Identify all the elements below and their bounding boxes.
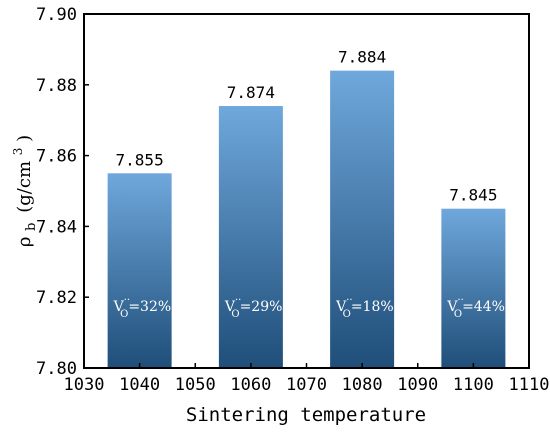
y-tick-label-7.86: 7.86 [36,147,77,167]
data-labels: 7.855 7.874 7.884 7.845 [116,48,498,205]
y-axis-subscript: b [24,222,39,230]
x-tick-label-1060: 1060 [230,375,271,395]
y-axis-unit-superscript: 3 [11,148,25,156]
x-axis-title: Sintering temperature [186,404,426,426]
bar-1100 [441,208,506,368]
y-axis-unit-close: ) [14,135,35,142]
y-axis-symbol: ρ [14,237,35,248]
y-axis-title: ρ b (g/cm 3 ) [6,135,40,247]
bar-1040 [107,173,172,368]
x-tick-label-1040: 1040 [119,375,160,395]
y-axis-unit-open: (g/cm [14,161,35,213]
y-tick-label-7.90: 7.90 [36,5,77,25]
bar-1080 [330,70,395,368]
y-tick-label-7.84: 7.84 [36,217,77,237]
x-tick-label-1050: 1050 [175,375,216,395]
bar-1060 [218,106,283,368]
x-tick-label-1110: 1110 [509,375,550,395]
x-tick-label-1030: 1030 [64,375,105,395]
data-label-1060: 7.874 [227,83,275,102]
data-label-1080: 7.884 [338,48,386,67]
vacancy-annotation-1080: V·· O=18% [335,295,394,320]
bar-annotations: V·· O=32% V·· O=29% V·· O=18% V·· O=44% [113,295,505,320]
vacancy-annotation-1060: V·· O=29% [224,295,283,320]
y-tick-label-7.82: 7.82 [36,288,77,308]
bars-layer [107,70,506,368]
x-axis-ticks: 1030 1040 1050 1060 1070 1080 1090 1100 1110 [64,363,550,395]
y-tick-label-7.88: 7.88 [36,76,77,96]
x-tick-label-1090: 1090 [397,375,438,395]
data-label-1040: 7.855 [116,150,164,169]
x-tick-label-1100: 1100 [453,375,494,395]
x-tick-label-1070: 1070 [286,375,327,395]
y-tick-label-7.80: 7.80 [36,359,77,379]
vacancy-annotation-1100: V·· O=44% [446,295,505,320]
x-tick-label-1080: 1080 [342,375,383,395]
vacancy-annotation-1040: V·· O=32% [113,295,172,320]
data-label-1100: 7.845 [449,186,497,205]
y-axis-ticks: 7.80 7.82 7.84 7.86 7.88 7.90 [36,5,89,379]
